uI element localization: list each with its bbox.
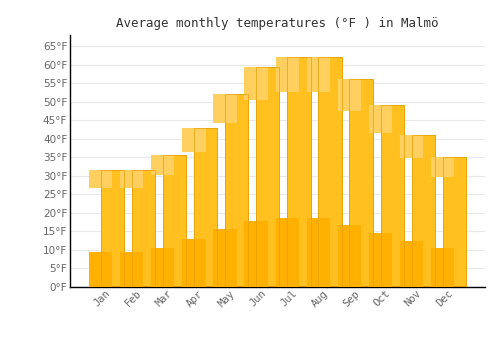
Bar xyxy=(244,66,268,99)
Bar xyxy=(369,105,392,133)
Bar xyxy=(380,105,404,287)
Bar xyxy=(287,57,310,287)
Bar xyxy=(318,57,342,287)
Bar xyxy=(306,57,330,92)
Bar xyxy=(400,241,423,287)
Bar xyxy=(151,247,174,287)
Bar xyxy=(214,229,236,287)
Bar xyxy=(214,94,236,123)
Bar xyxy=(443,157,466,287)
Bar xyxy=(100,170,124,287)
Bar xyxy=(225,94,248,287)
Bar xyxy=(256,66,280,287)
Bar xyxy=(182,239,206,287)
Bar xyxy=(350,79,373,287)
Bar xyxy=(100,170,124,287)
Bar xyxy=(256,66,280,287)
Bar xyxy=(163,155,186,287)
Bar xyxy=(194,128,217,287)
Bar xyxy=(306,218,330,287)
Bar xyxy=(151,155,174,175)
Bar xyxy=(163,155,186,287)
Bar xyxy=(276,218,299,287)
Bar xyxy=(194,128,217,287)
Bar xyxy=(318,57,342,287)
Bar xyxy=(431,248,454,287)
Bar xyxy=(338,225,361,287)
Title: Average monthly temperatures (°F ) in Malmö: Average monthly temperatures (°F ) in Ma… xyxy=(116,17,439,30)
Bar xyxy=(400,135,423,158)
Bar xyxy=(182,128,206,152)
Bar xyxy=(89,252,112,287)
Bar xyxy=(350,79,373,287)
Bar xyxy=(120,170,144,188)
Bar xyxy=(412,135,435,287)
Bar xyxy=(287,57,310,287)
Bar xyxy=(412,135,435,287)
Bar xyxy=(120,252,144,287)
Bar xyxy=(276,57,299,92)
Bar xyxy=(132,170,155,287)
Bar xyxy=(338,79,361,111)
Bar xyxy=(225,94,248,287)
Bar xyxy=(369,232,392,287)
Bar xyxy=(443,157,466,287)
Bar xyxy=(380,105,404,287)
Bar xyxy=(244,221,268,287)
Bar xyxy=(132,170,155,287)
Bar xyxy=(431,157,454,177)
Bar xyxy=(89,170,112,188)
